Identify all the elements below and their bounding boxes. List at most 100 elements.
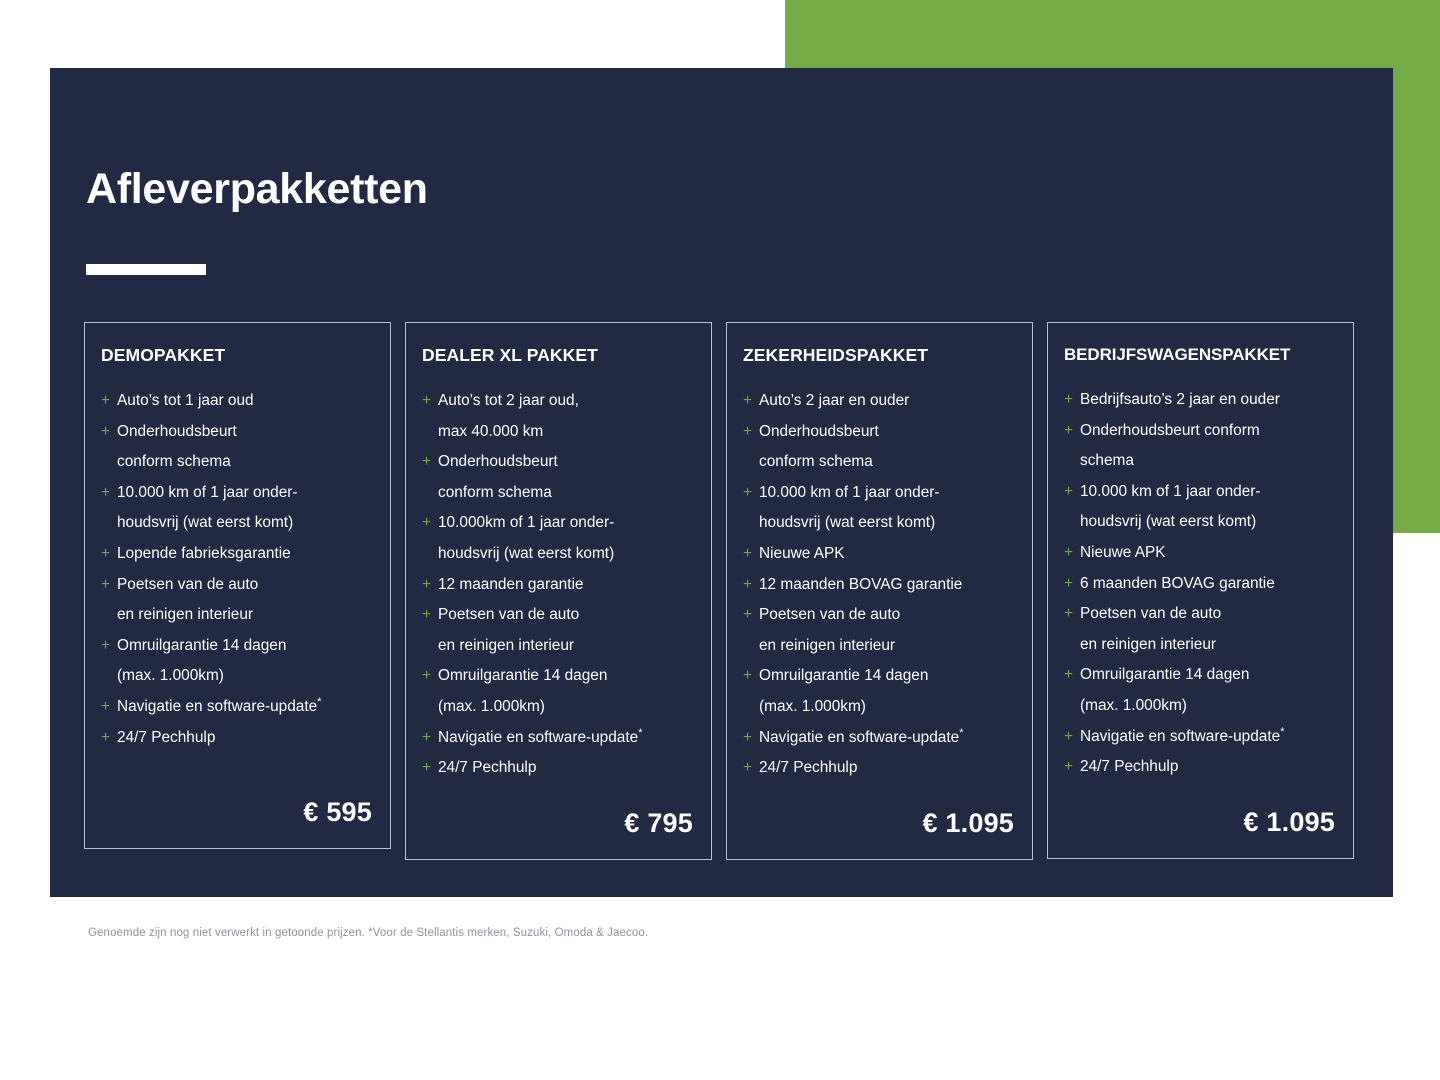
package-feature-label: Lopende fabrieksgarantie bbox=[117, 544, 291, 562]
package-feature-list: + Bedrijfsauto’s 2 jaar en ouder + Onderhou… bbox=[1064, 385, 1335, 783]
package-feature-label: 12 maanden BOVAG garantie bbox=[759, 575, 963, 593]
package-feature-item: + Nieuwe APK bbox=[1064, 538, 1335, 569]
package-feature-label: 10.000 km of 1 jaar onder- houdsvrij (wa… bbox=[1080, 482, 1261, 531]
package-feature-label: 24/7 Pechhulp bbox=[759, 759, 858, 777]
plus-bullet-icon: + bbox=[101, 544, 111, 562]
package-feature-label: Bedrijfsauto’s 2 jaar en ouder bbox=[1080, 391, 1280, 408]
package-feature-item: + Omruilgarantie 14 dagen (max. 1.000km) bbox=[743, 661, 1014, 722]
footnote-marker: * bbox=[1280, 725, 1285, 738]
package-card-title: DEALER XL PAKKET bbox=[422, 345, 598, 365]
package-feature-label: Navigatie en software-update* bbox=[759, 726, 964, 746]
package-feature-label: Auto’s tot 1 jaar oud bbox=[117, 392, 254, 409]
package-feature-label: Omruilgarantie 14 dagen (max. 1.000km) bbox=[759, 667, 929, 715]
plus-bullet-icon: + bbox=[101, 392, 111, 409]
package-feature-item: + Auto’s tot 1 jaar oud bbox=[101, 386, 372, 417]
package-feature-label: Poetsen van de auto en reinigen interieu… bbox=[117, 575, 259, 624]
package-feature-item: +24/7 Pechhulp bbox=[1064, 752, 1335, 783]
plus-bullet-icon: + bbox=[422, 728, 432, 746]
footnote-marker: * bbox=[317, 695, 322, 708]
package-feature-item: + Onderhoudsbeurt conform schema bbox=[422, 447, 693, 508]
package-feature-item: +6 maanden BOVAG garantie bbox=[1064, 569, 1335, 600]
package-feature-label: Onderhoudsbeurt conform schema bbox=[1080, 421, 1260, 470]
plus-bullet-icon: + bbox=[743, 759, 753, 777]
package-feature-item: + Navigatie en software-update* bbox=[743, 723, 1014, 754]
package-feature-label: Poetsen van de auto en reinigen interieu… bbox=[1080, 605, 1222, 653]
package-feature-item: +10.000 km of 1 jaar onder- houdsvrij (w… bbox=[1064, 477, 1335, 538]
plus-bullet-icon: + bbox=[1064, 758, 1074, 776]
plus-bullet-icon: + bbox=[743, 544, 753, 562]
package-feature-item: + Omruilgarantie 14 dagen (max. 1.000km) bbox=[101, 631, 372, 692]
package-feature-label: Navigatie en software-update* bbox=[438, 726, 643, 746]
plus-bullet-icon: + bbox=[422, 392, 432, 409]
package-feature-label: 24/7 Pechhulp bbox=[1080, 758, 1179, 776]
package-feature-list: + Auto’s 2 jaar en ouder + Onderhoudsbeurt … bbox=[743, 386, 1014, 784]
package-feature-list: + Auto’s tot 2 jaar oud, max 40.000 km + On… bbox=[422, 386, 693, 784]
package-card-title: DEMOPAKKET bbox=[101, 345, 226, 365]
plus-bullet-icon: + bbox=[422, 514, 432, 532]
plus-bullet-icon: + bbox=[743, 483, 753, 501]
package-feature-item: + Auto’s tot 2 jaar oud, max 40.000 km bbox=[422, 386, 693, 447]
package-card-zekerheidspakket[interactable]: ZEKERHEIDSPAKKET + Auto’s 2 jaar en ouder +… bbox=[726, 322, 1033, 860]
plus-bullet-icon: + bbox=[1064, 421, 1074, 439]
package-feature-item: +24/7 Pechhulp bbox=[422, 753, 693, 784]
plus-bullet-icon: + bbox=[101, 575, 111, 593]
package-feature-label: 10.000km of 1 jaar onder- houdsvrij (wat… bbox=[438, 514, 615, 562]
package-feature-label: Navigatie en software-update* bbox=[1080, 725, 1285, 745]
plus-bullet-icon: + bbox=[101, 697, 111, 715]
package-feature-label: Onderhoudsbeurt conform schema bbox=[759, 422, 879, 471]
package-feature-item: +10.000 km of 1 jaar onder- houdsvrij (w… bbox=[743, 478, 1014, 539]
plus-bullet-icon: + bbox=[101, 636, 111, 654]
plus-bullet-icon: + bbox=[743, 575, 753, 593]
package-feature-label: Auto’s 2 jaar en ouder bbox=[759, 392, 910, 409]
plus-bullet-icon: + bbox=[1064, 727, 1074, 745]
plus-bullet-icon: + bbox=[743, 606, 753, 624]
package-feature-item: + Navigatie en software-update* bbox=[101, 692, 372, 723]
package-feature-item: + Poetsen van de auto en reinigen interie… bbox=[743, 600, 1014, 661]
plus-bullet-icon: + bbox=[1064, 391, 1074, 408]
package-feature-item: +12 maanden garantie bbox=[422, 570, 693, 601]
navy-content-panel: Afleverpakketten DEMOPAKKET + Auto’s tot 1… bbox=[50, 68, 1393, 897]
plus-bullet-icon: + bbox=[1064, 574, 1074, 592]
package-feature-item: + Nieuwe APK bbox=[743, 539, 1014, 570]
package-card-bedrijfswagenspakket[interactable]: BEDRIJFSWAGENSPAKKET + Bedrijfsauto’s 2 ja… bbox=[1047, 322, 1354, 859]
package-feature-label: 10.000 km of 1 jaar onder- houdsvrij (wa… bbox=[117, 483, 298, 532]
package-feature-item: + Poetsen van de auto en reinigen interie… bbox=[101, 570, 372, 631]
package-feature-label: 24/7 Pechhulp bbox=[438, 759, 537, 777]
package-feature-label: 12 maanden garantie bbox=[438, 575, 584, 593]
package-feature-item: + Poetsen van de auto en reinigen interie… bbox=[1064, 599, 1335, 660]
package-feature-item: + Onderhoudsbeurt conform schema bbox=[101, 417, 372, 478]
plus-bullet-icon: + bbox=[743, 392, 753, 409]
footnote-marker: * bbox=[638, 726, 643, 739]
package-feature-label: Auto’s tot 2 jaar oud, max 40.000 km bbox=[438, 392, 579, 440]
package-feature-label: Navigatie en software-update* bbox=[117, 695, 322, 715]
package-feature-item: + Poetsen van de auto en reinigen interie… bbox=[422, 600, 693, 661]
package-feature-label: Onderhoudsbeurt conform schema bbox=[438, 453, 558, 501]
plus-bullet-icon: + bbox=[422, 667, 432, 685]
package-card-dealer-xl-pakket[interactable]: DEALER XL PAKKET + Auto’s tot 2 jaar oud, … bbox=[405, 322, 712, 860]
package-feature-label: Poetsen van de auto en reinigen interieu… bbox=[759, 606, 901, 654]
package-feature-item: +24/7 Pechhulp bbox=[743, 753, 1014, 784]
package-price: € 1.095 bbox=[922, 807, 1014, 838]
title-underline-accent bbox=[86, 264, 206, 275]
footnote-marker: * bbox=[959, 726, 964, 739]
package-feature-label: 6 maanden BOVAG garantie bbox=[1080, 574, 1275, 592]
package-feature-item: +12 maanden BOVAG garantie bbox=[743, 570, 1014, 601]
package-feature-item: + Omruilgarantie 14 dagen (max. 1.000km) bbox=[422, 661, 693, 722]
package-feature-item: + Navigatie en software-update* bbox=[422, 723, 693, 754]
package-feature-item: + Auto’s 2 jaar en ouder bbox=[743, 386, 1014, 417]
package-feature-item: +10.000km of 1 jaar onder- houdsvrij (wa… bbox=[422, 508, 693, 569]
package-feature-label: Nieuwe APK bbox=[759, 544, 845, 562]
package-feature-item: +24/7 Pechhulp bbox=[101, 723, 372, 754]
package-feature-item: + Navigatie en software-update* bbox=[1064, 722, 1335, 753]
page-title: Afleverpakketten bbox=[86, 165, 428, 213]
plus-bullet-icon: + bbox=[1064, 666, 1074, 684]
package-feature-item: + Bedrijfsauto’s 2 jaar en ouder bbox=[1064, 385, 1335, 416]
package-cards-row: DEMOPAKKET + Auto’s tot 1 jaar oud + Onderho… bbox=[84, 322, 1359, 860]
package-feature-label: Nieuwe APK bbox=[1080, 543, 1166, 561]
plus-bullet-icon: + bbox=[1064, 605, 1074, 623]
package-feature-label: Omruilgarantie 14 dagen (max. 1.000km) bbox=[438, 667, 608, 715]
package-card-demopakket[interactable]: DEMOPAKKET + Auto’s tot 1 jaar oud + Onderho… bbox=[84, 322, 391, 849]
package-feature-label: 24/7 Pechhulp bbox=[117, 728, 216, 746]
plus-bullet-icon: + bbox=[743, 728, 753, 746]
